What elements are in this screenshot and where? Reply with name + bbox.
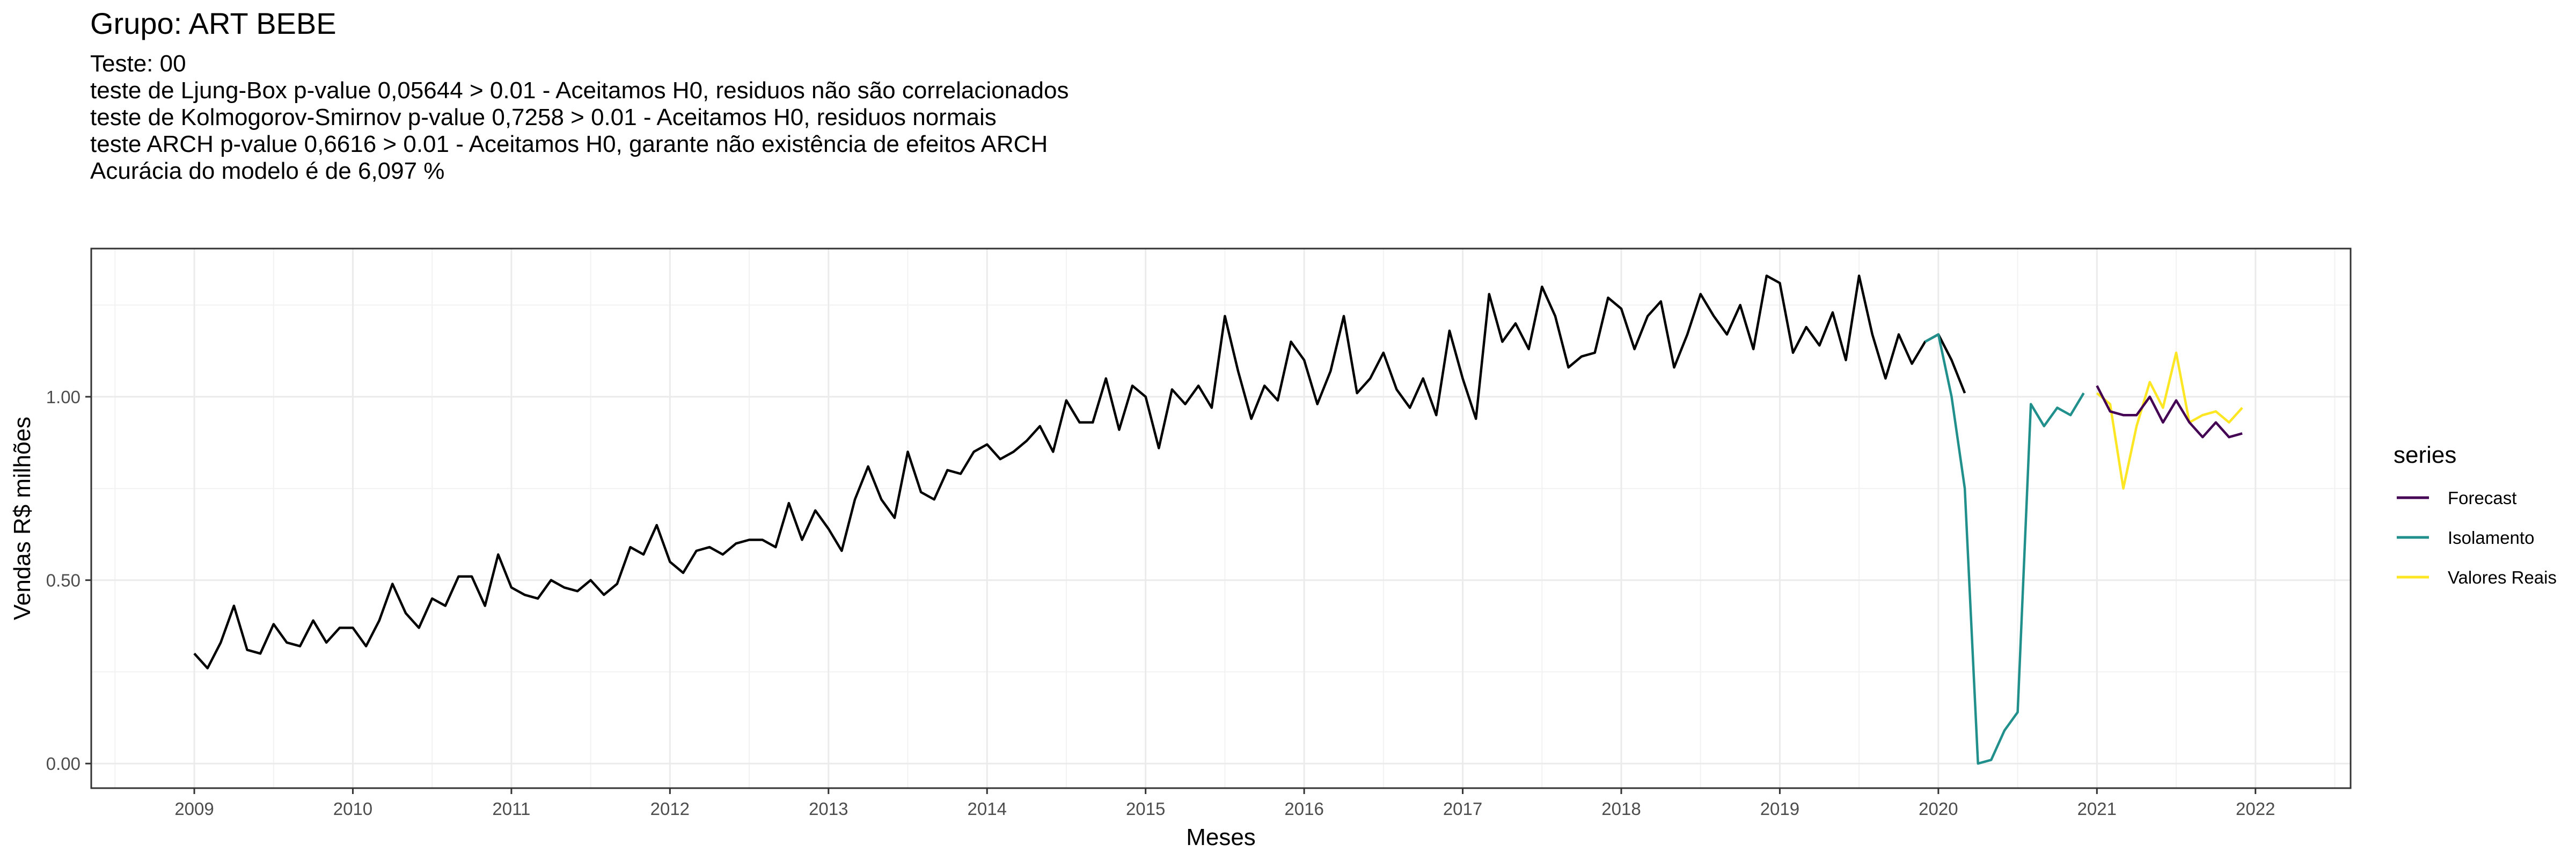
x-tick-label: 2022: [2236, 799, 2275, 819]
legend-label: Valores Reais: [2448, 567, 2557, 587]
x-tick-label: 2020: [1919, 799, 1958, 819]
plot-panel: [90, 247, 2352, 789]
x-tick-label: 2017: [1443, 799, 1482, 819]
legend-label: Isolamento: [2448, 528, 2534, 548]
subtitle-line: teste de Kolmogorov-Smirnov p-value 0,72…: [90, 104, 997, 130]
series-line-forecast: [2096, 385, 2243, 439]
chart-header: Grupo: ART BEBE Teste: 00 teste de Ljung…: [90, 4, 1069, 185]
x-tick-label: 2011: [492, 799, 530, 819]
legend-label: Forecast: [2448, 488, 2516, 508]
x-tick-label: 2018: [1601, 799, 1641, 819]
x-tick-label: 2009: [174, 799, 214, 819]
y-tick-label: 1.00: [46, 387, 80, 407]
chart-subtitle: Teste: 00 teste de Ljung-Box p-value 0,0…: [90, 50, 1069, 185]
subtitle-line: teste ARCH p-value 0,6616 > 0.01 - Aceit…: [90, 131, 1048, 157]
subtitle-line: teste de Ljung-Box p-value 0,05644 > 0.0…: [90, 77, 1069, 104]
axes: 2009 2010 2011 2012 2013 2014 2015 2016 2017 2018…: [46, 387, 2275, 819]
x-tick-label: 2021: [2077, 799, 2117, 819]
y-tick-label: 0.50: [46, 571, 80, 591]
legend: series Forecast Isolamento Valores Reais: [2394, 442, 2557, 587]
y-tick-label: 0.00: [46, 754, 80, 774]
x-tick-label: 2013: [809, 799, 848, 819]
x-tick-label: 2014: [968, 799, 1007, 819]
legend-title: series: [2394, 442, 2456, 468]
x-axis-title: Meses: [1186, 824, 1256, 850]
series-lines: [193, 274, 2243, 765]
x-tick-label: 2012: [650, 799, 690, 819]
series-line-history: [193, 274, 1966, 669]
x-tick-label: 2016: [1284, 799, 1323, 819]
subtitle-line: Acurácia do modelo é de 6,097 %: [90, 158, 445, 184]
x-tick-label: 2019: [1760, 799, 1799, 819]
subtitle-line: Teste: 00: [90, 50, 186, 77]
grid: [91, 249, 2351, 788]
series-line-isolamento: [1924, 333, 2085, 765]
y-axis-title: Vendas R$ milhões: [9, 417, 35, 620]
series-line-valores-reais: [2096, 351, 2243, 490]
chart-title: Grupo: ART BEBE: [90, 6, 336, 40]
x-tick-label: 2010: [333, 799, 372, 819]
x-tick-label: 2015: [1126, 799, 1165, 819]
